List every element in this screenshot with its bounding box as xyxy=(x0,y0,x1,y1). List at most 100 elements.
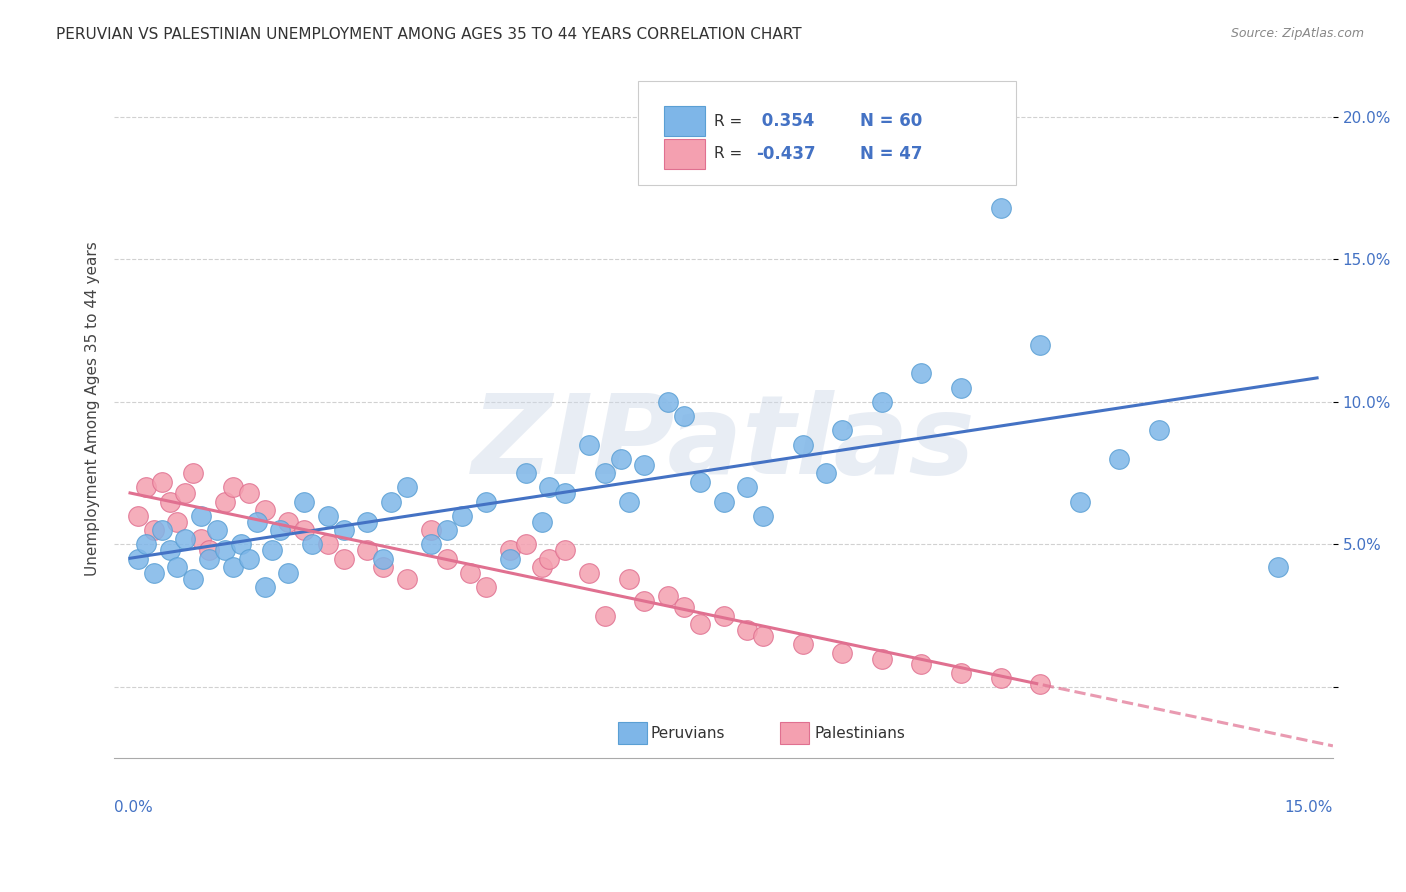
Point xyxy=(316,537,339,551)
Text: R =: R = xyxy=(714,113,742,128)
Point xyxy=(127,508,149,523)
Point xyxy=(752,629,775,643)
FancyBboxPatch shape xyxy=(638,80,1017,186)
Point xyxy=(127,551,149,566)
Point xyxy=(373,551,395,566)
Point xyxy=(1108,451,1130,466)
Point xyxy=(578,566,600,580)
Point xyxy=(277,515,299,529)
Point xyxy=(1147,423,1170,437)
Point xyxy=(530,515,553,529)
Text: -0.437: -0.437 xyxy=(756,145,815,163)
Text: 15.0%: 15.0% xyxy=(1285,800,1333,815)
Point xyxy=(373,560,395,574)
Point xyxy=(499,551,522,566)
Point xyxy=(238,486,260,500)
Point xyxy=(870,651,893,665)
Point xyxy=(910,367,932,381)
Point xyxy=(515,466,537,480)
Point xyxy=(380,494,402,508)
Point xyxy=(713,494,735,508)
Point xyxy=(419,523,441,537)
Point xyxy=(229,537,252,551)
Point xyxy=(689,617,711,632)
Point xyxy=(554,486,576,500)
Point xyxy=(395,480,418,494)
Point xyxy=(451,508,474,523)
Point xyxy=(301,537,323,551)
FancyBboxPatch shape xyxy=(617,722,647,745)
Point xyxy=(672,409,695,423)
Point xyxy=(253,580,276,594)
Point xyxy=(792,637,814,651)
Point xyxy=(831,646,853,660)
Point xyxy=(530,560,553,574)
Point xyxy=(183,572,205,586)
Point xyxy=(1029,677,1052,691)
Point xyxy=(713,608,735,623)
Point xyxy=(269,523,291,537)
FancyBboxPatch shape xyxy=(664,138,706,169)
Text: Palestinians: Palestinians xyxy=(815,726,905,740)
Text: N = 60: N = 60 xyxy=(860,112,922,130)
Point xyxy=(815,466,838,480)
Point xyxy=(617,572,640,586)
Point xyxy=(190,508,212,523)
FancyBboxPatch shape xyxy=(664,106,706,136)
Text: R =: R = xyxy=(714,146,742,161)
Point xyxy=(633,594,655,608)
Point xyxy=(1069,494,1091,508)
Point xyxy=(436,523,458,537)
Point xyxy=(205,523,228,537)
Point xyxy=(554,543,576,558)
Point xyxy=(436,551,458,566)
Point xyxy=(419,537,441,551)
Point xyxy=(292,494,315,508)
Point xyxy=(332,523,354,537)
Point xyxy=(159,543,181,558)
Point xyxy=(246,515,269,529)
Point xyxy=(332,551,354,566)
Point xyxy=(538,551,561,566)
Point xyxy=(689,475,711,489)
Point xyxy=(458,566,481,580)
Point xyxy=(159,494,181,508)
Point xyxy=(792,437,814,451)
Point xyxy=(1029,338,1052,352)
Point xyxy=(183,466,205,480)
Text: PERUVIAN VS PALESTINIAN UNEMPLOYMENT AMONG AGES 35 TO 44 YEARS CORRELATION CHART: PERUVIAN VS PALESTINIAN UNEMPLOYMENT AMO… xyxy=(56,27,801,42)
Point xyxy=(657,589,679,603)
Point xyxy=(214,494,236,508)
Point xyxy=(1267,560,1289,574)
Point xyxy=(166,560,188,574)
Point xyxy=(593,608,616,623)
Text: Source: ZipAtlas.com: Source: ZipAtlas.com xyxy=(1230,27,1364,40)
Point xyxy=(135,480,157,494)
Point xyxy=(475,580,498,594)
Point xyxy=(356,515,378,529)
Text: 0.0%: 0.0% xyxy=(114,800,153,815)
Point xyxy=(657,394,679,409)
Point xyxy=(395,572,418,586)
Point xyxy=(142,523,165,537)
Point xyxy=(166,515,188,529)
Point xyxy=(142,566,165,580)
Point xyxy=(515,537,537,551)
Point xyxy=(262,543,284,558)
Point xyxy=(253,503,276,517)
Point xyxy=(238,551,260,566)
Point xyxy=(135,537,157,551)
Point xyxy=(214,543,236,558)
Point xyxy=(990,672,1012,686)
Text: ZIPatlas: ZIPatlas xyxy=(471,391,976,498)
Point xyxy=(174,486,197,500)
Point xyxy=(475,494,498,508)
Point xyxy=(174,532,197,546)
Point xyxy=(499,543,522,558)
Point xyxy=(870,394,893,409)
Point xyxy=(633,458,655,472)
Point xyxy=(198,543,221,558)
Point xyxy=(222,480,245,494)
Point xyxy=(949,665,972,680)
Point xyxy=(593,466,616,480)
